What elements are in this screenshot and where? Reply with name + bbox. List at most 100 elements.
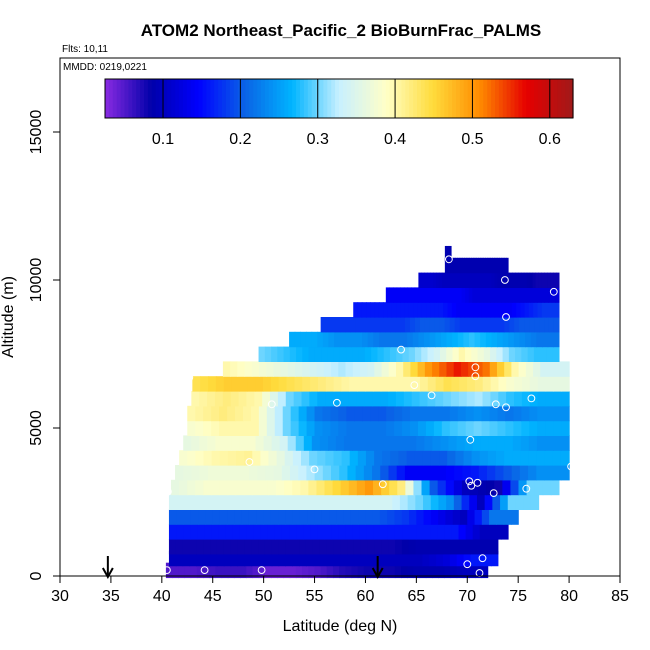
heatmap-cell: [362, 405, 371, 422]
heatmap-cell: [392, 435, 401, 451]
heatmap-cell: [548, 287, 553, 303]
heatmap-cell: [533, 302, 539, 318]
heatmap-cell: [379, 509, 388, 525]
heatmap-cell: [553, 405, 562, 422]
heatmap-cell: [316, 479, 326, 496]
heatmap-cell: [274, 524, 283, 540]
heatmap-cell: [438, 509, 447, 525]
heatmap-cell: [541, 272, 545, 288]
heatmap-cell: [468, 302, 474, 318]
colorbar-segment: [385, 79, 391, 118]
heatmap-cell: [483, 346, 491, 362]
heatmap-cell: [322, 465, 332, 481]
heatmap-cell: [284, 494, 293, 510]
heatmap-cell: [320, 317, 327, 333]
heatmap-cell: [490, 257, 493, 274]
colorbar-segment: [124, 79, 129, 118]
heatmap-cell: [496, 361, 505, 377]
x-tick-label: 80: [560, 588, 578, 605]
heatmap-cell: [486, 524, 495, 540]
heatmap-cell: [451, 391, 460, 407]
heatmap-cell: [419, 376, 429, 392]
heatmap-cell: [534, 317, 540, 333]
heatmap-cell: [421, 479, 431, 496]
heatmap-cell: [478, 465, 488, 481]
y-tick-label: 0: [28, 571, 45, 580]
heatmap-cell: [222, 494, 232, 510]
colorbar-segment: [510, 79, 516, 118]
heatmap-cell: [352, 435, 361, 451]
heatmap-cell: [176, 494, 185, 510]
heatmap-cell: [333, 539, 341, 555]
heatmap-cell: [460, 361, 469, 377]
heatmap-cell: [317, 450, 326, 466]
heatmap-cell: [520, 450, 530, 466]
heatmap-cell: [402, 420, 411, 436]
heatmap-cell: [479, 287, 484, 303]
colorbar-segment: [147, 79, 153, 118]
heatmap-cell: [414, 287, 419, 303]
heatmap-cell: [380, 391, 389, 407]
heatmap-cell: [350, 509, 359, 525]
heatmap-cell: [474, 331, 481, 348]
heatmap-cell: [472, 524, 481, 540]
heatmap-cell: [548, 317, 555, 333]
heatmap-cell: [388, 562, 396, 579]
heatmap-cell: [403, 361, 412, 377]
heatmap-cell: [454, 317, 461, 333]
heatmap-cell: [195, 420, 204, 436]
heatmap-cell: [483, 257, 486, 274]
heatmap-cell: [242, 405, 252, 422]
heatmap-cell: [509, 272, 513, 288]
heatmap-cell: [314, 509, 323, 525]
heatmap-cell: [478, 257, 481, 274]
heatmap-cell: [203, 539, 211, 555]
heatmap-cell: [524, 302, 530, 318]
heatmap-cell: [427, 376, 437, 392]
heatmap-cell: [363, 562, 371, 579]
heatmap-cell: [536, 450, 546, 466]
heatmap-cell: [360, 317, 366, 333]
heatmap-cell: [398, 450, 408, 466]
heatmap-cell: [183, 524, 191, 540]
heatmap-cell: [370, 317, 376, 333]
heatmap-cell: [544, 465, 554, 481]
x-tick-label: 45: [204, 588, 222, 605]
colorbar-segment: [292, 79, 297, 118]
heatmap-cell: [479, 450, 489, 466]
heatmap-cell: [258, 539, 266, 555]
heatmap-cell: [270, 509, 279, 525]
heatmap-cell: [429, 317, 436, 333]
heatmap-cell: [472, 287, 477, 303]
heatmap-cell: [289, 562, 297, 579]
heatmap-cell: [535, 272, 540, 288]
heatmap-cell: [394, 562, 402, 579]
heatmap-cell: [314, 346, 322, 362]
heatmap-cell: [190, 524, 198, 540]
heatmap-cell: [507, 302, 513, 318]
heatmap-cell: [277, 562, 285, 579]
heatmap-cell: [465, 420, 475, 436]
heatmap-cell: [216, 465, 225, 481]
heatmap-cell: [456, 550, 465, 567]
y-tick-label: 15000: [28, 110, 45, 155]
heatmap-cell: [184, 562, 192, 579]
heatmap-cell: [263, 376, 272, 392]
heatmap-cell: [498, 302, 504, 318]
colorbar-segment: [261, 79, 266, 118]
heatmap-cell: [456, 435, 466, 451]
heatmap-cell: [459, 376, 468, 392]
heatmap-cell: [251, 361, 260, 377]
heatmap-cell: [440, 346, 447, 362]
heatmap-cell: [470, 465, 480, 481]
heatmap-cell: [390, 317, 396, 333]
heatmap-cell: [514, 376, 523, 392]
colorbar-segment: [475, 79, 480, 118]
arrow-marker-head: [371, 567, 384, 580]
heatmap-cell: [179, 450, 188, 466]
heatmap-cell: [373, 524, 382, 540]
heatmap-cell: [203, 405, 212, 422]
heatmap-cell: [168, 550, 177, 567]
data-point: [473, 478, 482, 487]
colorbar-segment: [561, 79, 566, 118]
